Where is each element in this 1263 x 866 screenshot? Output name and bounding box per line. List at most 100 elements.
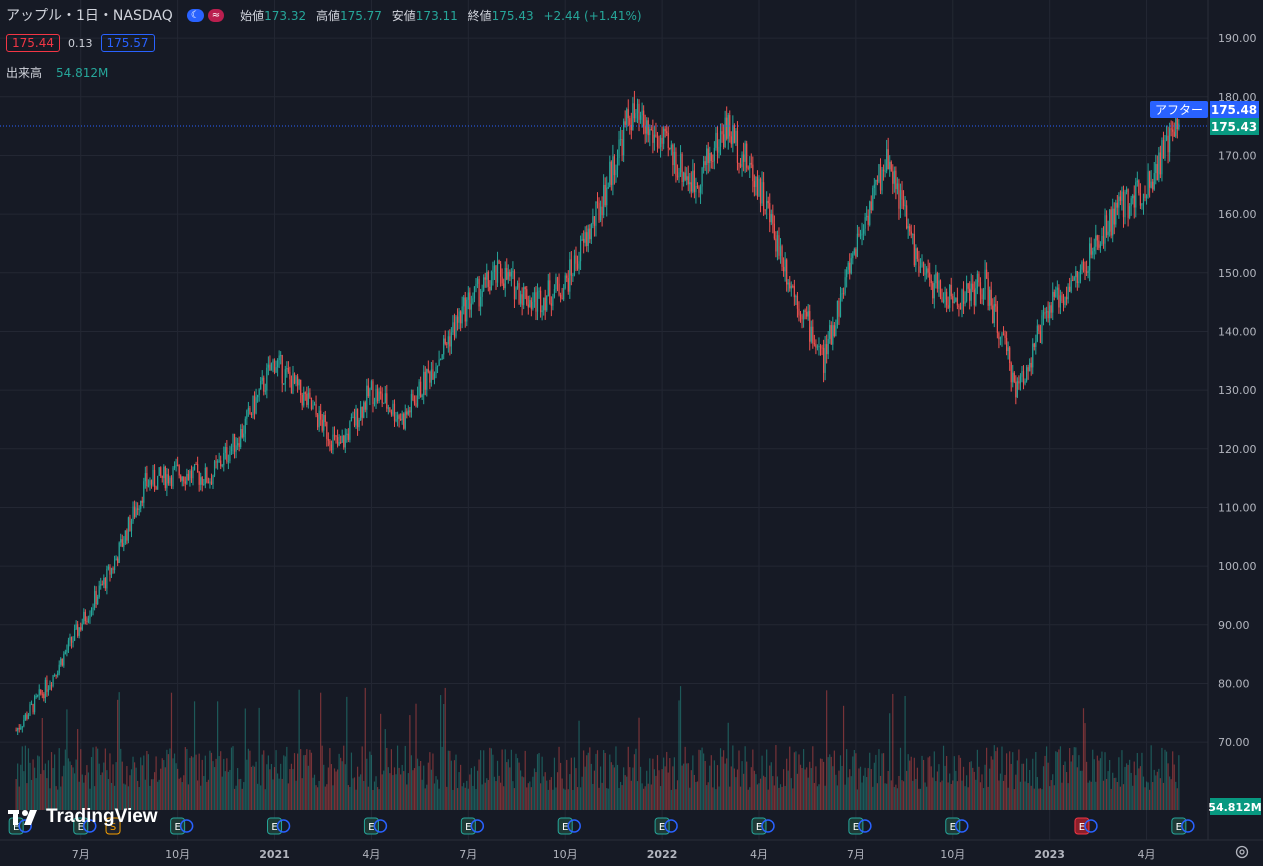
price-axis[interactable]: 190.00180.00170.00160.00150.00140.00130.… bbox=[1218, 32, 1257, 749]
candle-body bbox=[1019, 376, 1022, 384]
volume-bar bbox=[1041, 789, 1043, 810]
event-marker-label: E bbox=[1079, 822, 1085, 833]
candle-body bbox=[746, 143, 748, 168]
bid-price[interactable]: 175.44 bbox=[6, 34, 60, 52]
candle-body bbox=[930, 280, 932, 284]
candle-body bbox=[772, 214, 774, 224]
ask-price[interactable]: 175.57 bbox=[100, 34, 155, 52]
settings-gear-icon[interactable] bbox=[1235, 845, 1249, 859]
volume-bar bbox=[632, 767, 634, 810]
volume-bar bbox=[463, 782, 465, 810]
volume-bar bbox=[893, 787, 895, 810]
candle-body bbox=[556, 277, 559, 284]
volume-bar bbox=[1053, 785, 1055, 810]
volume-bar bbox=[922, 759, 925, 810]
candle-body bbox=[103, 578, 105, 585]
volume-bar bbox=[392, 775, 394, 810]
volume-bar bbox=[949, 773, 951, 810]
volume-bar bbox=[703, 753, 705, 810]
candle-body bbox=[436, 365, 439, 368]
candle-body bbox=[924, 273, 926, 275]
open-value: 173.32 bbox=[264, 8, 307, 23]
volume-bar bbox=[802, 749, 805, 810]
candle-body bbox=[150, 480, 153, 485]
candle-body bbox=[675, 151, 677, 176]
candle-body bbox=[304, 392, 306, 394]
volume-bar bbox=[1084, 723, 1086, 810]
candle-body bbox=[158, 467, 160, 476]
candle-body bbox=[801, 315, 803, 320]
after-hours-price-box bbox=[1210, 101, 1259, 118]
volume-bar bbox=[446, 786, 448, 810]
volume-bar bbox=[826, 690, 828, 810]
volume-bar bbox=[676, 780, 679, 810]
time-axis[interactable]: 7月 10月 2021 4月 7月 10月 2022 4月 7月 10月 2023 4月 bbox=[72, 848, 1156, 861]
volume-bar bbox=[72, 767, 74, 810]
volume-legend[interactable]: 出来高 54.812M bbox=[6, 64, 108, 81]
candle-body bbox=[390, 411, 393, 415]
volume-bar bbox=[1105, 778, 1108, 810]
candle-body bbox=[553, 288, 556, 297]
candle-body bbox=[320, 410, 322, 420]
volume-bar bbox=[1172, 751, 1174, 810]
volume-bar bbox=[204, 755, 206, 810]
delayed-data-icon[interactable]: ≈ bbox=[207, 8, 225, 22]
candle-body bbox=[1104, 215, 1106, 244]
volume-bar bbox=[924, 782, 926, 810]
volume-bar bbox=[347, 785, 349, 810]
tradingview-logo[interactable]: TradingView bbox=[8, 806, 158, 828]
volume-bar bbox=[78, 781, 80, 810]
volume-bar bbox=[629, 767, 631, 810]
candle-body bbox=[133, 506, 136, 517]
dividend-marker-icon bbox=[18, 819, 32, 833]
candle-body bbox=[1039, 330, 1042, 343]
volume-bar bbox=[221, 776, 223, 810]
volume-bar bbox=[1081, 770, 1083, 810]
market-closed-icon[interactable]: ☾ bbox=[186, 8, 204, 22]
volume-bar bbox=[97, 748, 99, 810]
volume-bar bbox=[283, 755, 285, 810]
candle-body bbox=[1049, 305, 1051, 319]
candle-body bbox=[98, 585, 100, 597]
candle-body bbox=[455, 316, 457, 337]
volume-bar bbox=[330, 764, 333, 810]
candle-body bbox=[266, 367, 268, 391]
symbol-legend[interactable]: アップル・1日・NASDAQ ☾ ≈ 始値173.32 高値175.77 安値1… bbox=[6, 5, 642, 25]
candle-body bbox=[213, 461, 216, 476]
candle-body bbox=[649, 129, 651, 136]
candle-body bbox=[1045, 311, 1048, 313]
volume-bar bbox=[1110, 788, 1112, 810]
y-tick-label: 120.00 bbox=[1218, 443, 1257, 456]
volume-bar bbox=[380, 713, 382, 810]
candle-body bbox=[104, 578, 106, 589]
candle-body bbox=[1016, 381, 1018, 398]
volume-bar bbox=[753, 770, 755, 810]
volume-bar bbox=[712, 787, 714, 810]
volume-bar bbox=[512, 781, 514, 810]
candle-body bbox=[1079, 269, 1082, 282]
x-tick-label: 10月 bbox=[553, 848, 578, 861]
candle-body bbox=[793, 286, 795, 298]
candle-body bbox=[1055, 289, 1057, 297]
volume-bar bbox=[157, 781, 159, 810]
volume-bar bbox=[412, 770, 414, 810]
symbol-title[interactable]: アップル・1日・NASDAQ bbox=[6, 8, 173, 24]
volume-bar bbox=[332, 785, 334, 810]
candle-body bbox=[250, 413, 253, 415]
candle-body bbox=[804, 310, 806, 312]
candle-body bbox=[441, 354, 443, 360]
candle-body bbox=[741, 154, 743, 167]
volume-bar bbox=[1138, 768, 1140, 810]
volume-bar bbox=[273, 767, 276, 810]
volume-bar bbox=[936, 771, 938, 810]
candle-body bbox=[238, 443, 240, 448]
candle-body bbox=[938, 280, 940, 289]
y-tick-label: 140.00 bbox=[1218, 325, 1257, 338]
candle-body bbox=[1078, 281, 1080, 284]
volume-bar bbox=[217, 701, 219, 810]
candle-body bbox=[859, 234, 862, 236]
candle-body bbox=[533, 292, 536, 303]
event-marker-label: E bbox=[1176, 822, 1182, 833]
event-marker-label: E bbox=[465, 822, 471, 833]
